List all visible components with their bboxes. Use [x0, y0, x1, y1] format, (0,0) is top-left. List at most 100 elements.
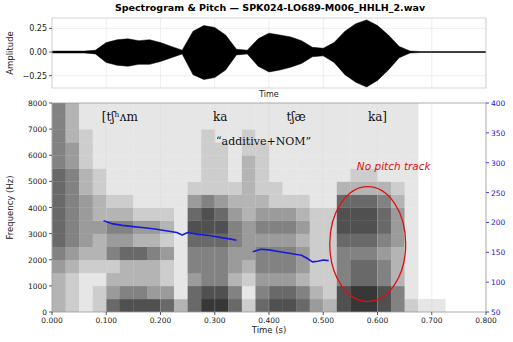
- spectrogram-cell: [215, 208, 229, 221]
- spectrogram-cell: [296, 234, 310, 247]
- spectrogram-cell: [133, 155, 147, 168]
- spectrogram-cell: [364, 286, 378, 299]
- spectrogram-cell: [228, 155, 242, 168]
- tick: [49, 233, 52, 234]
- spectrogram-cell: [323, 116, 337, 129]
- grid-line: [160, 103, 161, 312]
- spectrogram-cell: [296, 181, 310, 194]
- spectrogram-cell: [161, 168, 175, 181]
- spectrogram-cell: [93, 129, 107, 142]
- spectrogram-cell: [147, 155, 161, 168]
- tick-label: 7000: [28, 125, 47, 134]
- spectrogram-cell: [283, 208, 297, 221]
- spectrogram-cell: [228, 221, 242, 234]
- spectrogram-cell: [296, 260, 310, 273]
- tick: [49, 75, 52, 76]
- spectrogram-cell: [79, 116, 93, 129]
- spectrogram-cell: [120, 208, 134, 221]
- spectrogram-cell: [201, 286, 215, 299]
- spectrogram-cell: [161, 208, 175, 221]
- tick-label: 4000: [28, 204, 47, 213]
- spectrogram-cell: [93, 142, 107, 155]
- spectrogram-cell: [337, 155, 351, 168]
- tick-label: 6000: [28, 151, 47, 160]
- spectrogram-cell: [52, 247, 66, 260]
- spectrogram-cell: [106, 234, 120, 247]
- waveform-frame: [52, 18, 486, 88]
- spectrogram-cell: [228, 208, 242, 221]
- spectrogram-cell: [52, 221, 66, 234]
- tick: [49, 207, 52, 208]
- spectrogram-cell: [161, 194, 175, 207]
- spectrogram-cell: [405, 142, 419, 155]
- spectrogram-cell: [201, 181, 215, 194]
- tick: [486, 282, 489, 283]
- spectrogram-cell: [350, 234, 364, 247]
- spectrogram-cell: [133, 299, 147, 312]
- spectrogram-cell: [174, 247, 188, 260]
- spectrogram-cell: [106, 299, 120, 312]
- spectrogram-cell: [188, 155, 202, 168]
- spectrogram-cell: [242, 116, 256, 129]
- spectrogram-cell: [405, 247, 419, 260]
- spectrogram-cell: [106, 194, 120, 207]
- spectrogram-cell: [391, 116, 405, 129]
- spectrogram-cell: [161, 247, 175, 260]
- spectrogram-cell: [269, 286, 283, 299]
- spectrogram-cell: [106, 181, 120, 194]
- spectrogram-cell: [93, 208, 107, 221]
- spectrogram-cell: [93, 194, 107, 207]
- tick-label: 200: [491, 218, 506, 227]
- tick-label: 5000: [28, 177, 47, 186]
- tick: [486, 103, 489, 104]
- spectrogram-cell: [174, 181, 188, 194]
- spectrogram-cell: [283, 221, 297, 234]
- spectrogram-cell: [323, 260, 337, 273]
- spectrogram-cell: [133, 286, 147, 299]
- spectrogram-cell: [147, 103, 161, 116]
- spectrogram-cell: [310, 129, 324, 142]
- spectrogram-cell: [52, 286, 66, 299]
- spectrogram-cell: [188, 194, 202, 207]
- spectrogram-cell: [283, 168, 297, 181]
- spectrogram-cell: [93, 299, 107, 312]
- spectrogram-cell: [242, 247, 256, 260]
- spectrogram-cell: [255, 155, 269, 168]
- spectrogram-cell: [79, 208, 93, 221]
- spectrogram-cell: [242, 155, 256, 168]
- tick: [486, 252, 489, 253]
- spectrogram-cell: [52, 155, 66, 168]
- spectrogram-cell: [147, 247, 161, 260]
- spectrogram-cell: [323, 181, 337, 194]
- spectrogram-cell: [215, 168, 229, 181]
- spectrogram-cell: [188, 181, 202, 194]
- spectrogram-cell: [269, 234, 283, 247]
- spectrogram-cell: [310, 155, 324, 168]
- spectrogram-cell: [337, 116, 351, 129]
- spectrogram-cell: [378, 234, 392, 247]
- spectrogram-cell: [133, 181, 147, 194]
- spectrogram-cell: [364, 208, 378, 221]
- spectrogram-cell: [161, 273, 175, 286]
- tick-label: −0.25: [22, 72, 47, 81]
- spectrogram-cell: [337, 103, 351, 116]
- spectrogram-cell: [323, 142, 337, 155]
- spectrogram-cell: [188, 299, 202, 312]
- spectrogram-cell: [283, 286, 297, 299]
- spectrogram-cell: [255, 116, 269, 129]
- spectrogram-cell: [66, 299, 80, 312]
- spectrogram-cell: [174, 260, 188, 273]
- tick-label: 8000: [28, 99, 47, 108]
- tick-label: 100: [491, 278, 506, 287]
- tick-label: 350: [491, 129, 506, 138]
- spectrogram-cell: [147, 168, 161, 181]
- spectrogram-cell: [52, 129, 66, 142]
- spectrogram-cell: [66, 168, 80, 181]
- spectrogram-cell: [350, 142, 364, 155]
- spectrogram-cell: [364, 221, 378, 234]
- spectrogram-cell: [350, 273, 364, 286]
- spectrogram-cell: [66, 103, 80, 116]
- spectrogram-cell: [228, 168, 242, 181]
- spectrogram-cell: [215, 234, 229, 247]
- spectrogram-cell: [174, 286, 188, 299]
